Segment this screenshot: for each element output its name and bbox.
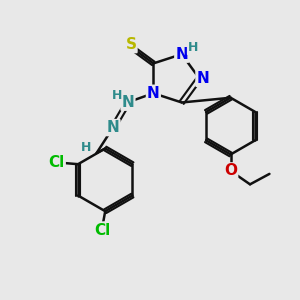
- Text: S: S: [125, 37, 136, 52]
- Text: N: N: [196, 71, 209, 86]
- Text: O: O: [224, 164, 237, 178]
- Text: N: N: [122, 95, 134, 110]
- Text: H: H: [111, 89, 122, 102]
- Text: H: H: [81, 140, 92, 154]
- Text: Cl: Cl: [94, 223, 110, 238]
- Text: N: N: [147, 86, 160, 101]
- Text: H: H: [188, 41, 198, 54]
- Text: Cl: Cl: [48, 155, 65, 170]
- Text: N: N: [107, 120, 119, 135]
- Text: N: N: [176, 47, 188, 62]
